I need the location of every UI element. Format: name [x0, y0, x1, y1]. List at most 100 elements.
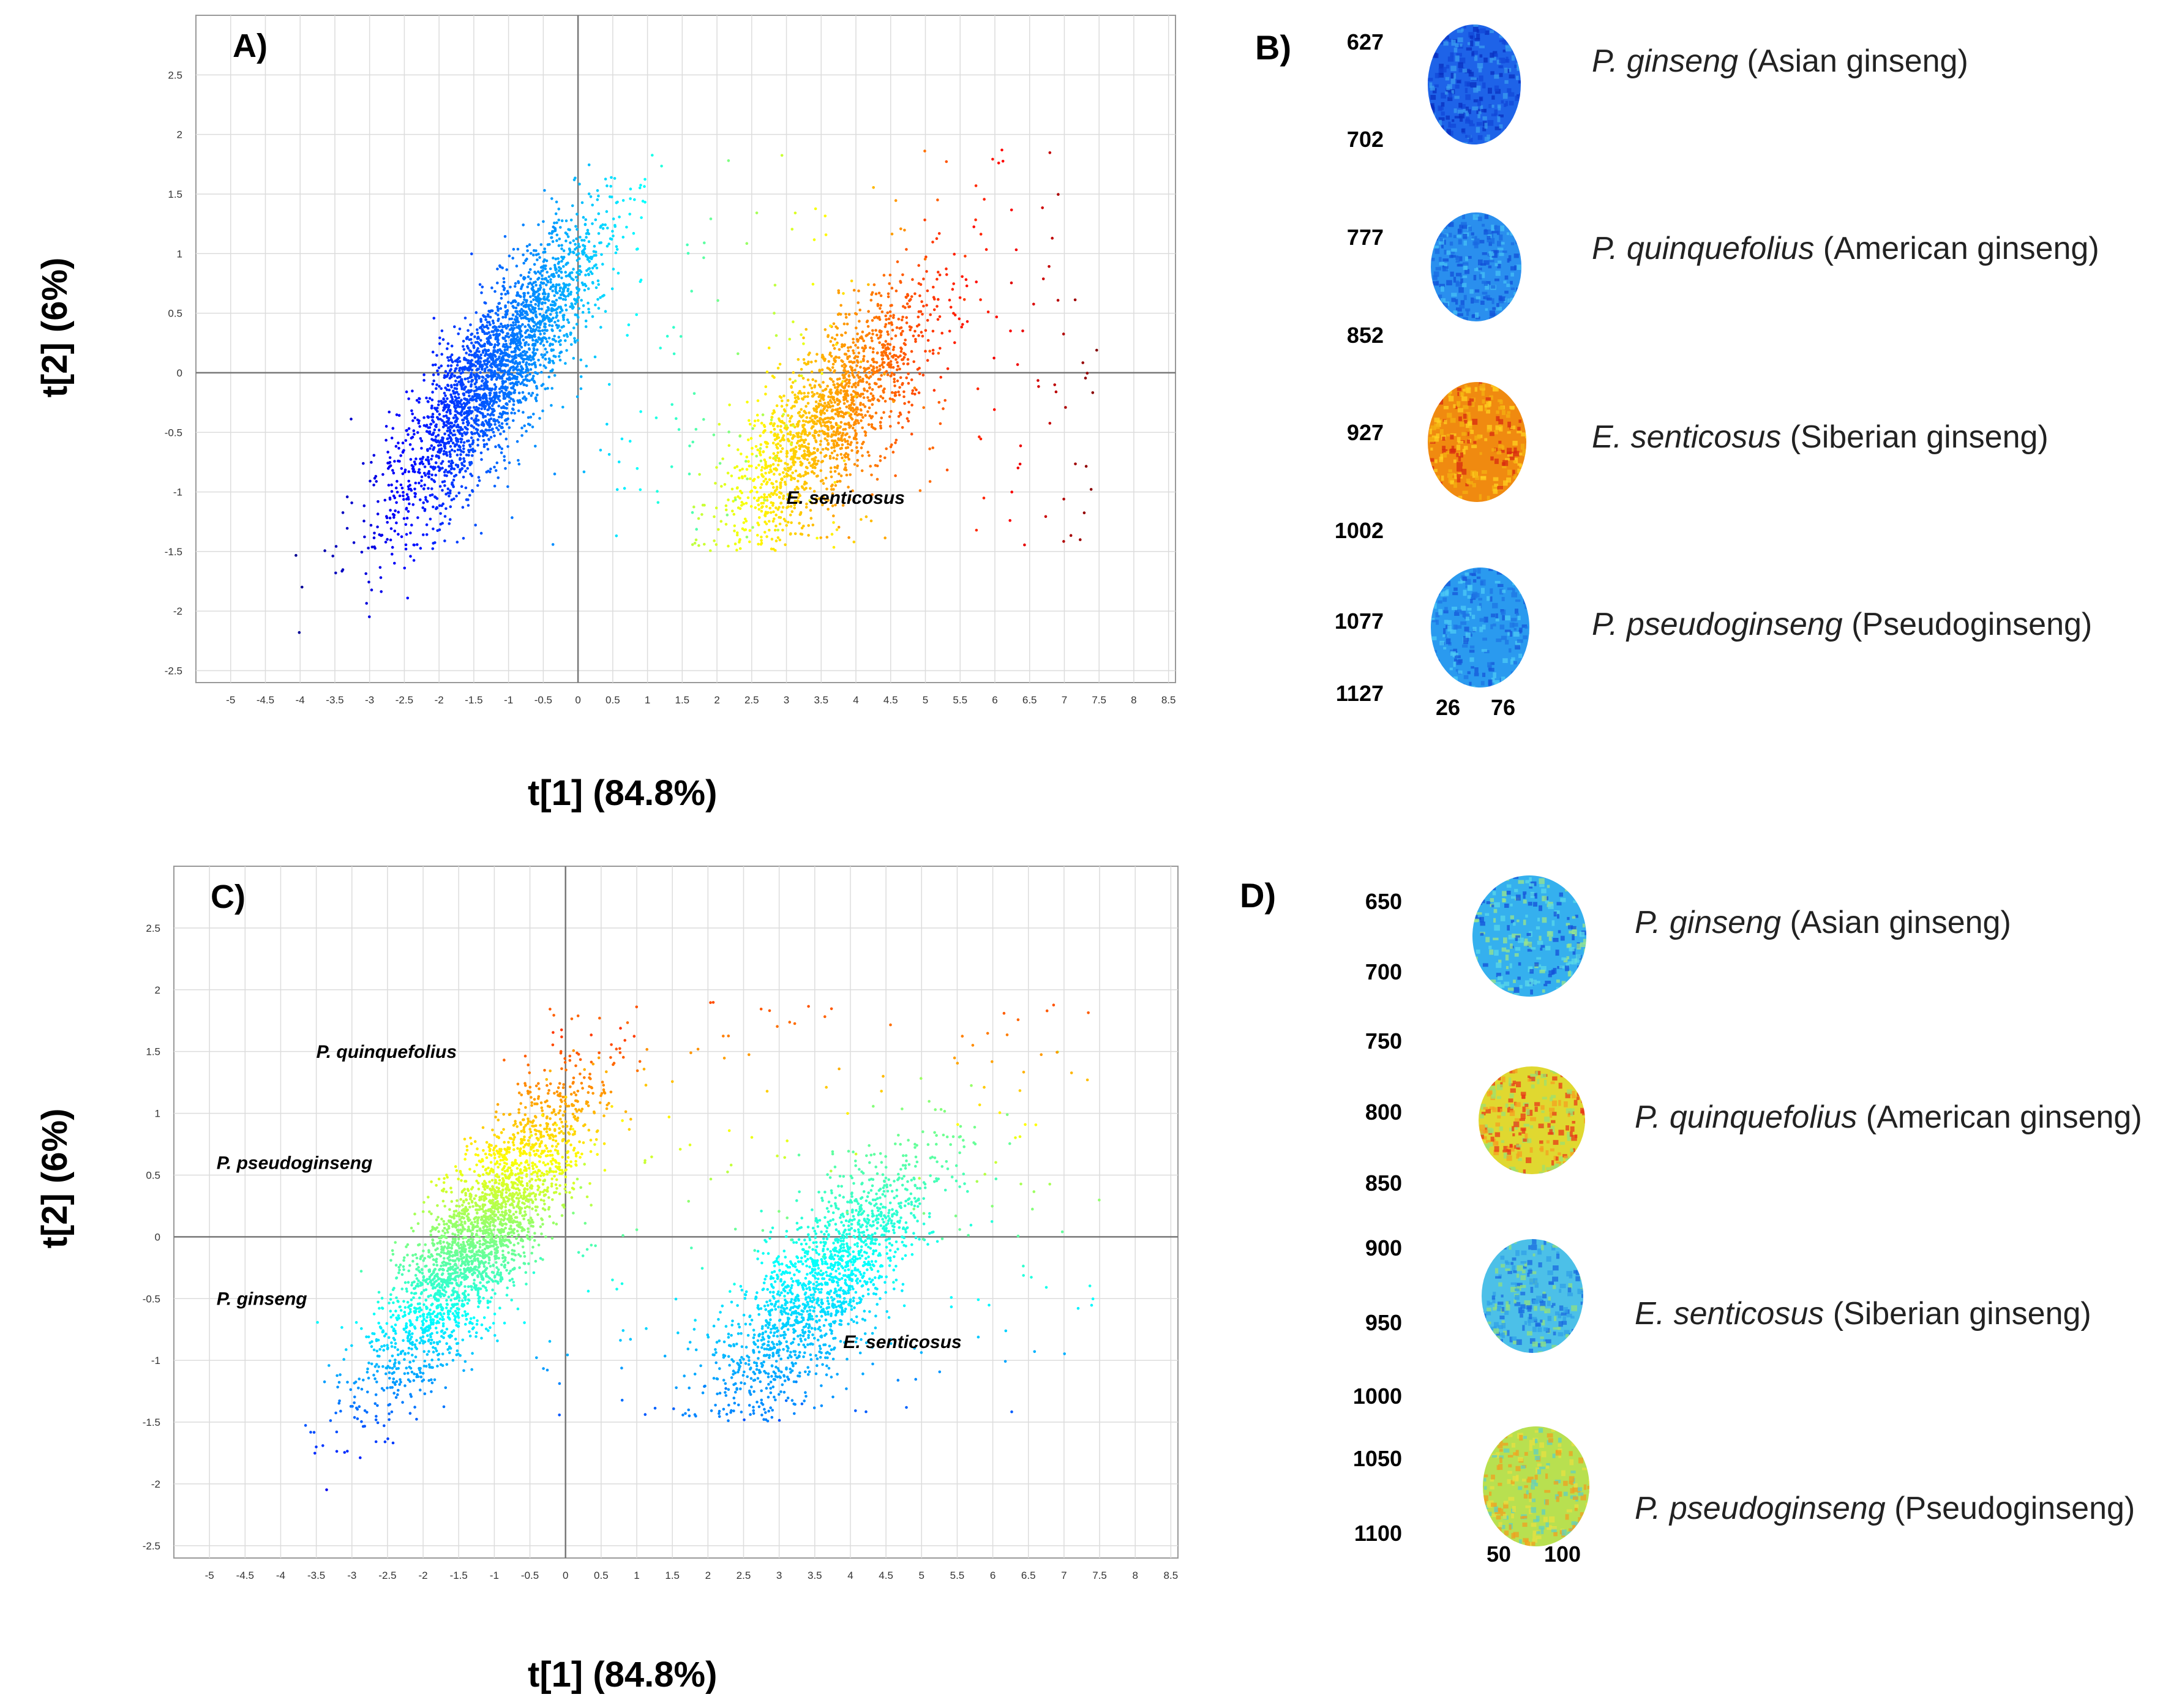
data-point — [828, 399, 832, 402]
data-point — [471, 442, 474, 446]
data-point — [874, 427, 877, 430]
data-point — [879, 378, 882, 381]
data-point — [765, 499, 769, 502]
data-point — [547, 293, 550, 296]
data-point — [558, 1082, 561, 1085]
data-point — [407, 479, 410, 483]
data-point — [531, 285, 534, 289]
data-point — [476, 359, 480, 362]
data-point — [832, 398, 836, 402]
data-point — [831, 336, 834, 340]
data-point — [493, 1224, 497, 1228]
data-point — [760, 539, 763, 542]
data-point — [462, 421, 465, 425]
data-point — [841, 504, 845, 507]
data-point — [831, 408, 834, 411]
data-point — [493, 418, 496, 422]
data-point — [948, 329, 951, 333]
data-point — [469, 338, 473, 341]
data-point — [917, 334, 920, 337]
data-point — [345, 495, 349, 498]
data-point — [819, 399, 822, 402]
data-point — [765, 445, 768, 449]
data-point — [770, 501, 773, 504]
data-point — [906, 417, 909, 420]
data-point — [400, 486, 404, 490]
data-point — [520, 426, 523, 430]
data-point — [456, 454, 459, 457]
data-point — [868, 406, 871, 410]
data-point — [511, 377, 514, 380]
data-point — [821, 409, 824, 413]
data-point — [854, 312, 857, 315]
data-point — [890, 372, 894, 375]
data-point — [492, 413, 495, 417]
data-point — [528, 281, 532, 285]
data-point — [835, 528, 839, 531]
data-point — [848, 435, 851, 439]
data-point — [827, 498, 830, 502]
data-point — [418, 397, 421, 400]
data-point — [731, 509, 734, 513]
data-point — [462, 444, 465, 448]
data-point — [465, 336, 468, 340]
data-point — [570, 277, 573, 280]
data-point — [806, 402, 810, 405]
data-point — [591, 266, 594, 270]
data-point — [323, 549, 326, 552]
data-point — [764, 464, 767, 468]
data-point — [733, 466, 737, 470]
data-point — [751, 452, 754, 456]
data-point — [781, 421, 784, 424]
data-point — [881, 397, 885, 400]
data-point — [584, 320, 588, 323]
data-point — [394, 486, 398, 490]
data-point — [516, 310, 519, 313]
data-point — [800, 454, 804, 457]
data-point — [536, 393, 539, 397]
data-point — [1016, 466, 1020, 470]
data-point — [444, 400, 448, 403]
data-point — [882, 343, 885, 346]
data-point — [496, 268, 499, 271]
data-point — [783, 475, 786, 478]
data-point — [841, 364, 844, 367]
data-point — [786, 450, 789, 453]
data-point — [470, 362, 474, 366]
data-point — [512, 408, 515, 411]
data-point — [802, 474, 805, 478]
data-point — [788, 337, 792, 341]
data-point — [834, 433, 838, 436]
data-point — [425, 523, 429, 526]
data-point — [564, 285, 567, 289]
data-point — [551, 240, 555, 243]
data-point — [808, 411, 811, 414]
data-point — [888, 397, 892, 400]
data-point — [479, 344, 482, 347]
data-point — [519, 1161, 523, 1165]
data-point — [840, 345, 844, 348]
data-point — [479, 531, 483, 535]
data-point — [773, 492, 776, 495]
data-point — [691, 511, 694, 514]
data-point — [856, 355, 860, 359]
data-point — [489, 423, 493, 426]
data-point — [508, 376, 511, 379]
data-point — [780, 510, 784, 514]
data-point — [462, 392, 465, 395]
data-point — [411, 435, 414, 439]
data-point — [897, 390, 900, 394]
data-point — [542, 1199, 546, 1202]
data-point — [403, 468, 407, 471]
data-point — [540, 307, 543, 311]
data-point — [454, 474, 458, 477]
data-point — [936, 318, 940, 321]
data-point — [601, 263, 604, 266]
data-point — [558, 310, 562, 314]
data-point — [564, 219, 568, 223]
data-point — [834, 412, 838, 416]
data-point — [733, 530, 736, 533]
data-point — [756, 448, 759, 452]
data-point — [892, 316, 895, 320]
data-point — [597, 232, 601, 235]
